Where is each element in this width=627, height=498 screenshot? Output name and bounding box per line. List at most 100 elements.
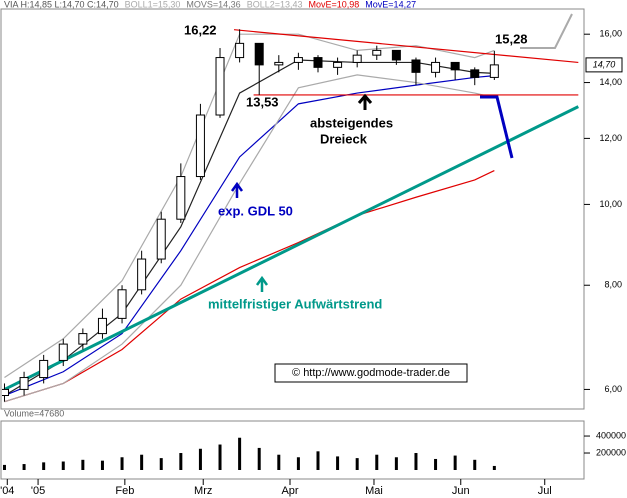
candle-body xyxy=(333,61,343,68)
volume-bar xyxy=(81,459,85,470)
volume-bar xyxy=(414,453,418,470)
candle-body xyxy=(313,57,323,68)
volume-bar xyxy=(434,458,438,470)
x-tick-label: '05 xyxy=(31,485,45,497)
candle-body xyxy=(137,258,147,291)
candle-body xyxy=(411,59,421,73)
volume-bar xyxy=(179,453,183,470)
annotation: mittelfristiger Aufwärtstrend xyxy=(208,296,382,311)
volume-bar xyxy=(257,447,261,470)
annotation: exp. GDL 50 xyxy=(218,203,293,218)
header-item: BOLL2=13,43 xyxy=(247,0,303,9)
candle-body xyxy=(97,317,107,335)
annotation: 13,53 xyxy=(246,94,279,109)
line xyxy=(4,33,495,379)
candle-body xyxy=(58,343,68,361)
ema-arrow xyxy=(230,181,244,198)
volume-frame xyxy=(0,420,585,480)
x-tick-label: '04 xyxy=(0,485,14,497)
volume-bar xyxy=(198,448,202,470)
candle-body xyxy=(391,49,401,61)
candle-body xyxy=(215,57,225,116)
last-price-box xyxy=(585,57,623,73)
copyright-box xyxy=(274,363,468,383)
candle-body xyxy=(19,377,29,390)
y-tick-label: 400000 xyxy=(596,430,626,440)
copyright: © http://www.godmode-trader.de xyxy=(292,367,450,379)
annotation: absteigendes xyxy=(310,115,393,130)
x-tick-label: Mrz xyxy=(194,485,212,497)
volume-bar xyxy=(61,461,65,470)
header-item: MOVS=14,36 xyxy=(186,0,240,9)
volume-bar xyxy=(492,465,496,470)
annotation: Dreieck xyxy=(320,131,368,146)
volume-bar xyxy=(22,464,26,470)
plot xyxy=(2,29,579,470)
volume-bar xyxy=(277,454,281,470)
y-tick-label: 14,00 xyxy=(599,77,622,87)
candle-body xyxy=(176,176,186,220)
volume-bar xyxy=(355,458,359,470)
volume-bar xyxy=(316,451,320,470)
candle-body xyxy=(450,61,460,71)
header-item: MovE=14,27 xyxy=(365,0,416,9)
volume-bar xyxy=(42,462,46,470)
volume-bar xyxy=(336,456,340,470)
annotation: 15,28 xyxy=(495,31,528,46)
volume-bar xyxy=(473,459,477,470)
volume-bar xyxy=(218,444,222,470)
candle-body xyxy=(274,61,284,66)
blue-arrow xyxy=(480,95,514,159)
y-tick-label: 200000 xyxy=(596,447,626,457)
x-tick-label: Jul xyxy=(538,485,552,497)
volume-bar xyxy=(159,458,163,470)
volume-bar xyxy=(100,460,104,470)
volume-bar xyxy=(120,457,124,470)
header-item: MovE=10,98 xyxy=(309,0,360,9)
line xyxy=(4,75,495,397)
header-item: BOLL1=15,30 xyxy=(125,0,181,9)
candle-body xyxy=(254,42,264,66)
annotation: 16,22 xyxy=(184,22,217,37)
candle-body xyxy=(195,114,205,178)
series-group xyxy=(2,29,579,403)
line xyxy=(4,74,495,403)
black-arrow xyxy=(357,93,373,110)
y-tick-label: 10,00 xyxy=(599,199,622,209)
last-price: 14,70 xyxy=(593,59,616,69)
trend-arrow xyxy=(255,275,269,292)
volume-bar xyxy=(238,437,242,470)
candle-body xyxy=(352,54,362,63)
candle-body xyxy=(78,333,88,345)
y-tick-label: 6,00 xyxy=(604,384,622,394)
y-tick-label: 8,00 xyxy=(604,280,622,290)
y-tick-label: 16,00 xyxy=(599,29,622,39)
candle-body xyxy=(372,49,382,56)
candle-body xyxy=(470,69,480,78)
candle-body xyxy=(489,64,499,78)
volume-bar xyxy=(140,454,144,470)
volume-bar xyxy=(453,455,457,470)
line xyxy=(233,29,579,64)
x-tick-label: Feb xyxy=(115,485,134,497)
candle-body xyxy=(293,57,303,63)
x-tick-label: Jun xyxy=(452,485,470,497)
x-tick-label: Apr xyxy=(281,485,298,497)
gray-sketch xyxy=(520,13,573,49)
candle-body xyxy=(431,61,441,73)
candle-body xyxy=(2,388,9,397)
y-tick-label: 12,00 xyxy=(599,133,622,143)
header-item: VIA H:14,85 L:14,70 C:14,70 xyxy=(4,0,119,9)
candle-body xyxy=(117,289,127,319)
candle-body xyxy=(235,42,245,59)
line xyxy=(4,59,495,397)
line xyxy=(4,170,495,403)
candle-body xyxy=(39,359,49,379)
price-frame xyxy=(0,8,585,410)
line xyxy=(3,105,579,391)
candle-body xyxy=(156,218,166,260)
volume-bar xyxy=(296,457,300,470)
volume-bar xyxy=(2,464,6,470)
